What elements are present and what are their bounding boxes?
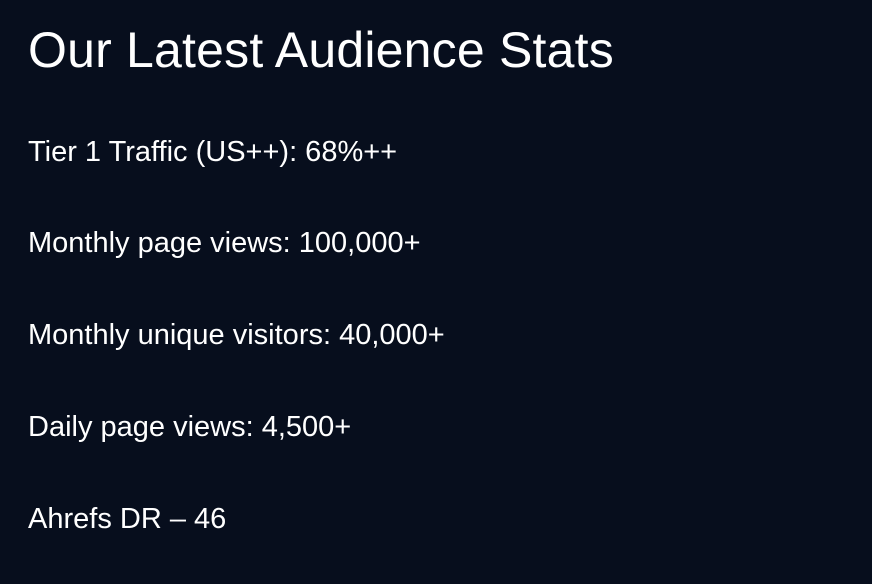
stat-daily-page-views: Daily page views: 4,500+ xyxy=(28,411,352,443)
page-title: Our Latest Audience Stats xyxy=(28,22,614,78)
stat-ahrefs-dr: Ahrefs DR – 46 xyxy=(28,503,227,535)
stat-monthly-unique-visitors: Monthly unique visitors: 40,000+ xyxy=(28,319,445,351)
stat-monthly-page-views: Monthly page views: 100,000+ xyxy=(28,227,421,259)
stat-tier1-traffic: Tier 1 Traffic (US++): 68%++ xyxy=(28,136,398,168)
